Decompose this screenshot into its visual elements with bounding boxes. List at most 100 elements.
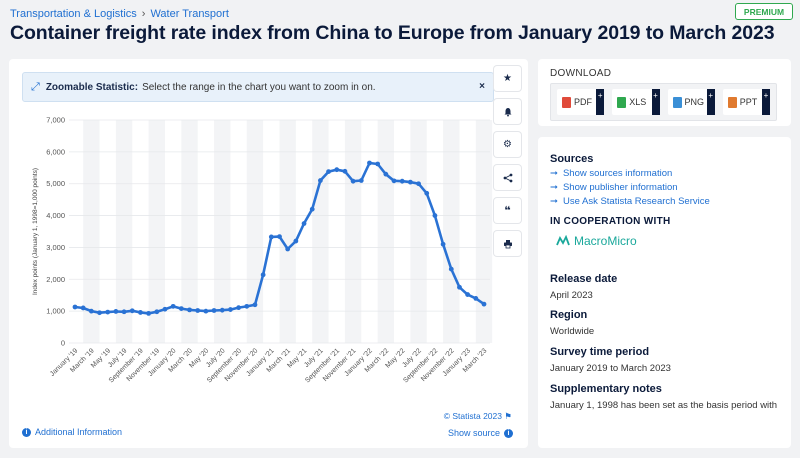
download-pdf-label: PDF (574, 97, 592, 107)
show-sources-link[interactable]: ➞ Show sources information (550, 168, 672, 179)
data-point (399, 178, 405, 184)
zoom-icon: ⤢ (31, 80, 40, 93)
additional-information-link[interactable]: i Additional Information (22, 427, 122, 437)
data-point (358, 178, 364, 183)
ask-statista-link[interactable]: ➞ Use Ask Statista Research Service (550, 196, 710, 207)
additional-information-label[interactable]: Additional Information (35, 427, 123, 437)
bell-icon[interactable] (494, 99, 521, 124)
breadcrumb-category[interactable]: Transportation & Logistics (10, 8, 137, 20)
data-point (318, 178, 323, 183)
page-title: Container freight rate index from China … (10, 22, 775, 44)
download-xls-label: XLS (629, 97, 647, 107)
plus-icon[interactable]: + (596, 89, 605, 115)
data-point (334, 167, 340, 173)
supplementary-notes-label: Supplementary notes (550, 383, 662, 395)
zoom-banner: ⤢ Zoomable Statistic: Select the range i… (22, 72, 494, 102)
data-point (187, 307, 192, 313)
show-sources-label[interactable]: Show sources information (562, 168, 673, 179)
download-ppt-button[interactable]: PPT + (722, 89, 770, 115)
arrow-right-icon: ➞ (550, 182, 558, 193)
y-tick-label: 1,000 (46, 307, 65, 316)
partner-logo[interactable]: MacroMicro (556, 234, 637, 248)
print-icon[interactable] (494, 231, 521, 256)
data-point (268, 234, 274, 240)
quote-icon[interactable]: ❝ (494, 198, 521, 223)
data-point (391, 178, 397, 184)
data-point (424, 190, 430, 196)
chart-toolbar: ★ ⚙ ❝ (494, 66, 521, 256)
chart-band (83, 120, 100, 343)
ppt-file-icon (727, 96, 737, 108)
ask-statista-label[interactable]: Use Ask Statista Research Service (562, 196, 710, 207)
plus-icon[interactable]: + (651, 89, 660, 115)
data-point (432, 213, 438, 218)
chart-band (475, 120, 493, 343)
breadcrumb-separator: › (141, 8, 146, 20)
data-point (178, 306, 184, 311)
close-icon[interactable]: × (479, 81, 485, 92)
gear-icon[interactable]: ⚙ (494, 132, 521, 157)
arrow-right-icon: ➞ (550, 168, 558, 179)
data-point (228, 307, 233, 312)
data-point (211, 308, 217, 313)
info-icon: i (22, 427, 31, 437)
line-chart[interactable]: 0 1,000 2,000 3,000 4,000 5,000 6,000 7,000 Inde… (9, 59, 528, 409)
chart-band (312, 120, 329, 343)
premium-badge[interactable]: PREMIUM (735, 3, 793, 20)
chart-band (377, 120, 395, 343)
data-point (113, 309, 119, 314)
survey-period-value: January 2019 to March 2023 (550, 363, 671, 374)
pdf-file-icon (562, 96, 571, 108)
info-panel: Sources ➞ Show sources information ➞ Show … (538, 137, 791, 448)
data-point (162, 306, 168, 312)
copyright-text[interactable]: © Statista 2023 (443, 411, 502, 421)
zoom-banner-text: Select the range in the chart you want t… (142, 81, 376, 93)
flag-icon: ⚑ (504, 411, 512, 421)
plus-icon[interactable]: + (706, 89, 715, 115)
y-tick-label: 4,000 (46, 211, 65, 220)
show-publisher-link[interactable]: ➞ Show publisher information (550, 182, 678, 193)
share-icon[interactable] (494, 165, 521, 190)
copyright[interactable]: © Statista 2023 ⚑ (444, 411, 512, 422)
data-point (105, 309, 111, 315)
arrow-right-icon: ➞ (550, 196, 558, 207)
y-tick-label: 7,000 (46, 116, 65, 125)
chart-band (344, 120, 362, 343)
chart-band (214, 120, 231, 343)
data-point (473, 296, 479, 301)
cooperation-title: IN COOPERATION WITH (550, 216, 671, 227)
data-point (301, 221, 307, 226)
plus-icon[interactable]: + (762, 89, 770, 115)
star-icon[interactable]: ★ (494, 66, 521, 91)
download-xls-button[interactable]: XLS + (612, 89, 660, 115)
data-point (465, 292, 471, 297)
download-png-label: PNG (684, 97, 705, 107)
data-point (97, 310, 102, 316)
data-point (293, 238, 299, 244)
y-tick-label: 6,000 (46, 147, 65, 156)
show-source-link[interactable]: Show source i (448, 428, 513, 438)
data-point (342, 168, 348, 174)
data-point (219, 307, 225, 313)
region-value: Worldwide (550, 326, 595, 337)
release-date-value: April 2023 (550, 290, 593, 301)
show-publisher-label[interactable]: Show publisher information (562, 182, 678, 193)
y-tick-label: 3,000 (46, 243, 65, 252)
data-point (277, 234, 282, 239)
data-point (309, 206, 315, 212)
data-point (138, 310, 143, 315)
data-point (129, 308, 135, 314)
data-point (481, 301, 487, 307)
data-point (407, 179, 413, 185)
show-source-label[interactable]: Show source (447, 428, 500, 438)
download-png-button[interactable]: PNG + (667, 89, 715, 115)
data-point (350, 178, 356, 184)
breadcrumb-subcategory[interactable]: Water Transport (150, 8, 229, 20)
data-point (285, 246, 291, 252)
y-tick-label: 0 (61, 339, 65, 348)
data-point (375, 161, 381, 167)
chart-band (148, 120, 165, 343)
data-point (383, 171, 389, 177)
data-point (448, 266, 454, 272)
download-pdf-button[interactable]: PDF + (557, 89, 605, 115)
